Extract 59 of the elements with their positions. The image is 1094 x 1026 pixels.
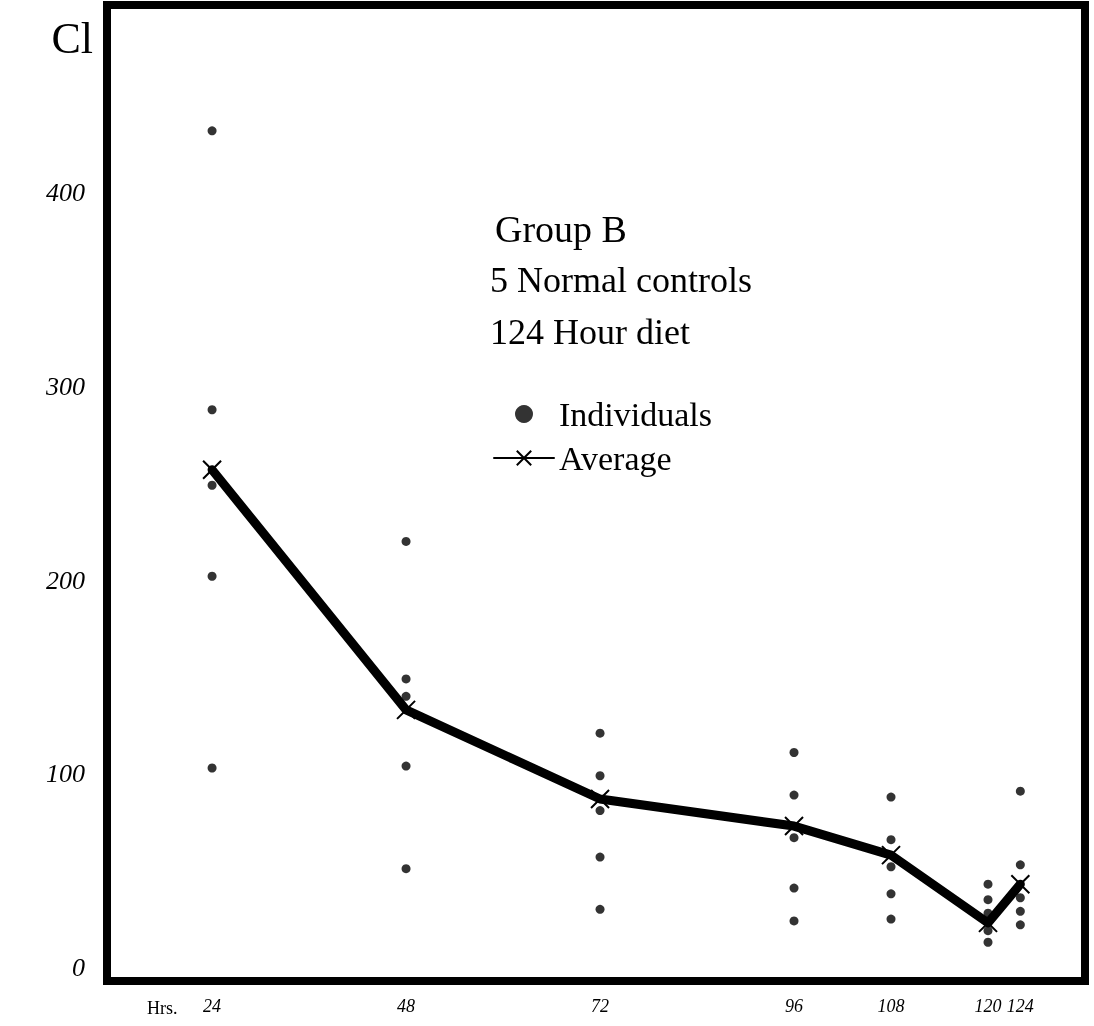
annotation: 124 Hour diet bbox=[490, 312, 690, 352]
point bbox=[1015, 906, 1025, 916]
point bbox=[401, 674, 411, 684]
x-tick-label: 120 bbox=[974, 996, 1002, 1016]
y-axis-title: Cl bbox=[51, 13, 93, 63]
point bbox=[1015, 860, 1025, 870]
y-tick-label: 200 bbox=[46, 565, 85, 595]
y-tick-label: 400 bbox=[46, 178, 85, 208]
point bbox=[590, 788, 611, 809]
point bbox=[789, 790, 799, 800]
point bbox=[401, 691, 411, 701]
point bbox=[207, 126, 217, 136]
legend-label: Average bbox=[559, 439, 672, 477]
y-tick-label: 0 bbox=[72, 952, 85, 982]
point bbox=[983, 879, 993, 889]
text: Group B bbox=[495, 208, 627, 250]
legend-label: Individuals bbox=[559, 395, 712, 433]
point bbox=[595, 728, 605, 738]
point bbox=[886, 889, 896, 899]
point bbox=[401, 536, 411, 546]
point bbox=[886, 792, 896, 802]
point bbox=[1015, 893, 1025, 903]
x-tick-label: 108 bbox=[877, 996, 905, 1016]
point bbox=[595, 771, 605, 781]
point bbox=[983, 937, 993, 947]
point bbox=[401, 864, 411, 874]
point bbox=[595, 904, 605, 914]
point bbox=[595, 806, 605, 816]
point bbox=[401, 761, 411, 771]
point bbox=[886, 862, 896, 872]
x-tick-label: 24 bbox=[203, 996, 222, 1016]
x-tick-label: 48 bbox=[397, 996, 416, 1016]
point bbox=[396, 699, 417, 720]
annotation: 5 Normal controls bbox=[490, 260, 752, 300]
point bbox=[784, 816, 805, 837]
point bbox=[881, 845, 902, 866]
point bbox=[983, 926, 993, 936]
point bbox=[789, 833, 799, 843]
point bbox=[1015, 786, 1025, 796]
point bbox=[789, 883, 799, 893]
point bbox=[789, 916, 799, 926]
point bbox=[983, 895, 993, 905]
point bbox=[207, 480, 217, 490]
point bbox=[983, 908, 993, 918]
point bbox=[789, 747, 799, 757]
point bbox=[595, 852, 605, 862]
point bbox=[207, 763, 217, 773]
x-tick-label: 72 bbox=[591, 996, 610, 1016]
x-axis-title: Hrs. bbox=[147, 998, 178, 1019]
point bbox=[207, 571, 217, 581]
point bbox=[886, 914, 896, 924]
point bbox=[207, 405, 217, 415]
x-tick-label: 124 bbox=[1006, 996, 1034, 1016]
x-tick-label: 96 bbox=[785, 996, 804, 1016]
point bbox=[1015, 920, 1025, 930]
y-tick-label: 300 bbox=[45, 371, 85, 401]
point bbox=[202, 459, 223, 480]
point bbox=[886, 835, 896, 845]
y-tick-label: 100 bbox=[46, 759, 85, 789]
